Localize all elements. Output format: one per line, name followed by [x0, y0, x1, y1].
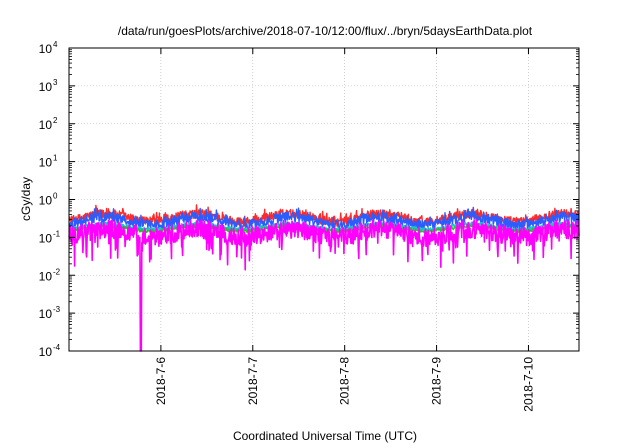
y-tick-exponent: 0	[53, 192, 58, 201]
y-axis-label: cGy/day	[19, 177, 33, 221]
y-tick-base: 10	[39, 194, 53, 208]
chart-title: /data/run/goesPlots/archive/2018-07-10/1…	[118, 24, 533, 38]
y-tick-exponent: 4	[53, 40, 58, 49]
y-tick-label: 10	[39, 118, 53, 132]
y-tick-base: 10	[39, 345, 53, 359]
y-tick-label: 10	[39, 269, 53, 283]
y-tick-base: 10	[39, 42, 53, 56]
series-line	[68, 219, 580, 352]
x-tick-labels: 2018-7-6 2018-7-7 2018-7-8 2018-7-9 2018-7-1…	[154, 357, 536, 412]
grid	[69, 48, 579, 351]
x-tick-label: 2018-7-6	[154, 357, 168, 405]
y-tick-exponent: 1	[53, 154, 58, 163]
x-tick-label: 2018-7-8	[338, 357, 352, 405]
y-tick-exponent: 2	[53, 116, 58, 125]
y-tick-base: 10	[39, 231, 53, 245]
y-tick-exponent: -3	[53, 305, 61, 314]
y-tick-exponent: -1	[53, 229, 61, 238]
x-tick-label: 2018-7-7	[246, 357, 260, 405]
y-tick-exponent: -2	[53, 267, 61, 276]
y-tick-base: 10	[39, 118, 53, 132]
y-tick-base: 10	[39, 307, 53, 321]
y-tick-label: 10	[39, 194, 53, 208]
y-tick-label: 10	[39, 156, 53, 170]
x-tick-label: 2018-7-9	[430, 357, 444, 405]
series-layer	[68, 204, 580, 352]
series-line	[68, 206, 580, 231]
y-tick-exponent: -4	[53, 343, 61, 352]
x-tick-label: 2018-7-10	[521, 357, 535, 412]
x-axis-label: Coordinated Universal Time (UTC)	[233, 429, 417, 443]
y-tick-label: 10	[39, 345, 53, 359]
y-tick-label: 10	[39, 307, 53, 321]
y-tick-label: 10	[39, 80, 53, 94]
ticks	[69, 47, 579, 352]
y-tick-base: 10	[39, 156, 53, 170]
y-tick-label: 10	[39, 231, 53, 245]
y-tick-base: 10	[39, 269, 53, 283]
y-tick-base: 10	[39, 80, 53, 94]
y-tick-label: 10	[39, 42, 53, 56]
y-tick-exponent: 3	[53, 78, 58, 87]
